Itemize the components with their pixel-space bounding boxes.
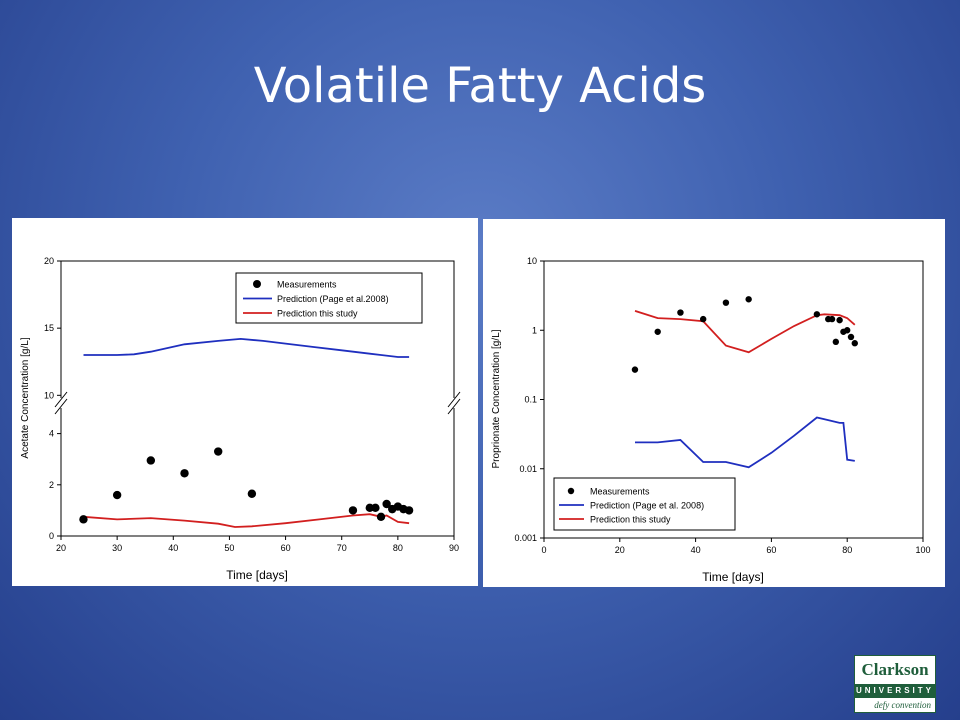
clarkson-university-logo: Clarkson UNIVERSITY defy convention <box>854 655 936 713</box>
measurement-point <box>844 327 851 334</box>
measurement-point <box>832 338 840 346</box>
y-axis-label: Acetate Concentration [g/L] <box>20 337 31 458</box>
legend-label: Prediction (Page et al.2008) <box>277 294 389 304</box>
measurement-point <box>836 316 843 324</box>
y-tick-label: 10 <box>44 390 54 400</box>
lower-plot-frame <box>60 408 455 537</box>
x-tick-label: 90 <box>449 543 459 553</box>
measurement-point <box>851 340 858 347</box>
legend-label: Prediction this study <box>590 515 671 525</box>
measurement-point <box>847 333 855 341</box>
y-tick-label: 20 <box>44 256 54 266</box>
acetate-chart-panel: 20 30 40 50 60 70 80 90 10 15 20 0 2 4 Time [days] Acet… <box>12 218 478 586</box>
legend-box <box>235 272 423 324</box>
measurement-point <box>382 499 391 509</box>
x-tick-label: 30 <box>112 543 122 553</box>
measurement-point <box>376 512 386 521</box>
measurement-point <box>146 456 156 465</box>
legend-marker <box>253 280 261 288</box>
axis-break-mark <box>447 391 461 408</box>
measurement-point <box>214 447 223 456</box>
y-tick-label: 2 <box>49 480 54 490</box>
measurement-point <box>828 315 836 323</box>
measurement-point <box>654 328 661 335</box>
measurement-point <box>631 366 639 373</box>
x-axis-label: Time [days] <box>226 568 288 582</box>
x-tick-label: 60 <box>281 543 291 553</box>
measurement-point <box>348 506 358 515</box>
y-axis-label: Proprionate Concentration [g/L] <box>491 329 502 468</box>
measurement-point <box>813 311 821 318</box>
x-axis-label: Time [days] <box>702 570 764 584</box>
measurement-point <box>112 490 122 500</box>
measurement-point <box>699 315 707 323</box>
x-tick-label: 80 <box>393 543 403 553</box>
x-tick-label: 20 <box>615 545 625 555</box>
y-tick-label: 1 <box>532 325 537 335</box>
upper-plot-frame <box>60 260 455 398</box>
x-tick-label: 40 <box>691 545 701 555</box>
measurement-point <box>677 309 684 316</box>
measurement-point <box>79 515 88 524</box>
legend-label: Prediction (Page et al. 2008) <box>590 501 704 511</box>
logo-tagline: defy convention <box>874 700 931 710</box>
series-line <box>635 416 855 469</box>
measurement-point <box>247 489 257 498</box>
y-tick-label: 15 <box>44 323 54 333</box>
y-tick-label: 0.001 <box>514 533 537 543</box>
y-tick-label: 10 <box>527 256 537 266</box>
slide-title: Volatile Fatty Acids <box>253 58 707 114</box>
propionate-chart: 0 20 40 60 80 100 0.001 0.01 0.1 1 10 Time [days] Pr… <box>491 256 931 584</box>
logo-name: Clarkson <box>861 660 929 679</box>
axis-break-mark <box>447 398 461 415</box>
propionate-chart-panel: 0 20 40 60 80 100 0.001 0.01 0.1 1 10 Time [days] Pr… <box>483 219 945 587</box>
x-tick-label: 60 <box>766 545 776 555</box>
legend-label: Measurements <box>277 280 337 290</box>
y-tick-label: 0.1 <box>524 395 537 405</box>
x-tick-label: 20 <box>56 543 66 553</box>
y-tick-label: 4 <box>49 429 54 439</box>
axis-break-mark <box>54 391 68 408</box>
y-tick-label: 0.01 <box>519 464 537 474</box>
legend-box <box>553 477 736 531</box>
measurement-point <box>371 503 380 513</box>
measurement-point <box>722 299 730 306</box>
axis-break-mark <box>54 398 68 415</box>
x-tick-label: 100 <box>915 545 930 555</box>
series-line <box>83 337 410 358</box>
legend-marker <box>567 487 575 495</box>
x-tick-label: 70 <box>337 543 347 553</box>
measurement-point <box>404 506 414 515</box>
series-line <box>634 310 856 354</box>
series-line <box>83 513 410 528</box>
legend-label: Measurements <box>590 487 650 497</box>
x-tick-label: 40 <box>168 543 178 553</box>
x-tick-label: 80 <box>842 545 852 555</box>
x-tick-label: 50 <box>224 543 234 553</box>
measurement-point <box>745 296 752 303</box>
y-tick-label: 0 <box>49 531 54 541</box>
logo-sub: UNIVERSITY <box>855 684 935 698</box>
legend-label: Prediction this study <box>277 309 358 319</box>
x-tick-label: 0 <box>541 545 546 555</box>
measurement-point <box>180 469 189 478</box>
